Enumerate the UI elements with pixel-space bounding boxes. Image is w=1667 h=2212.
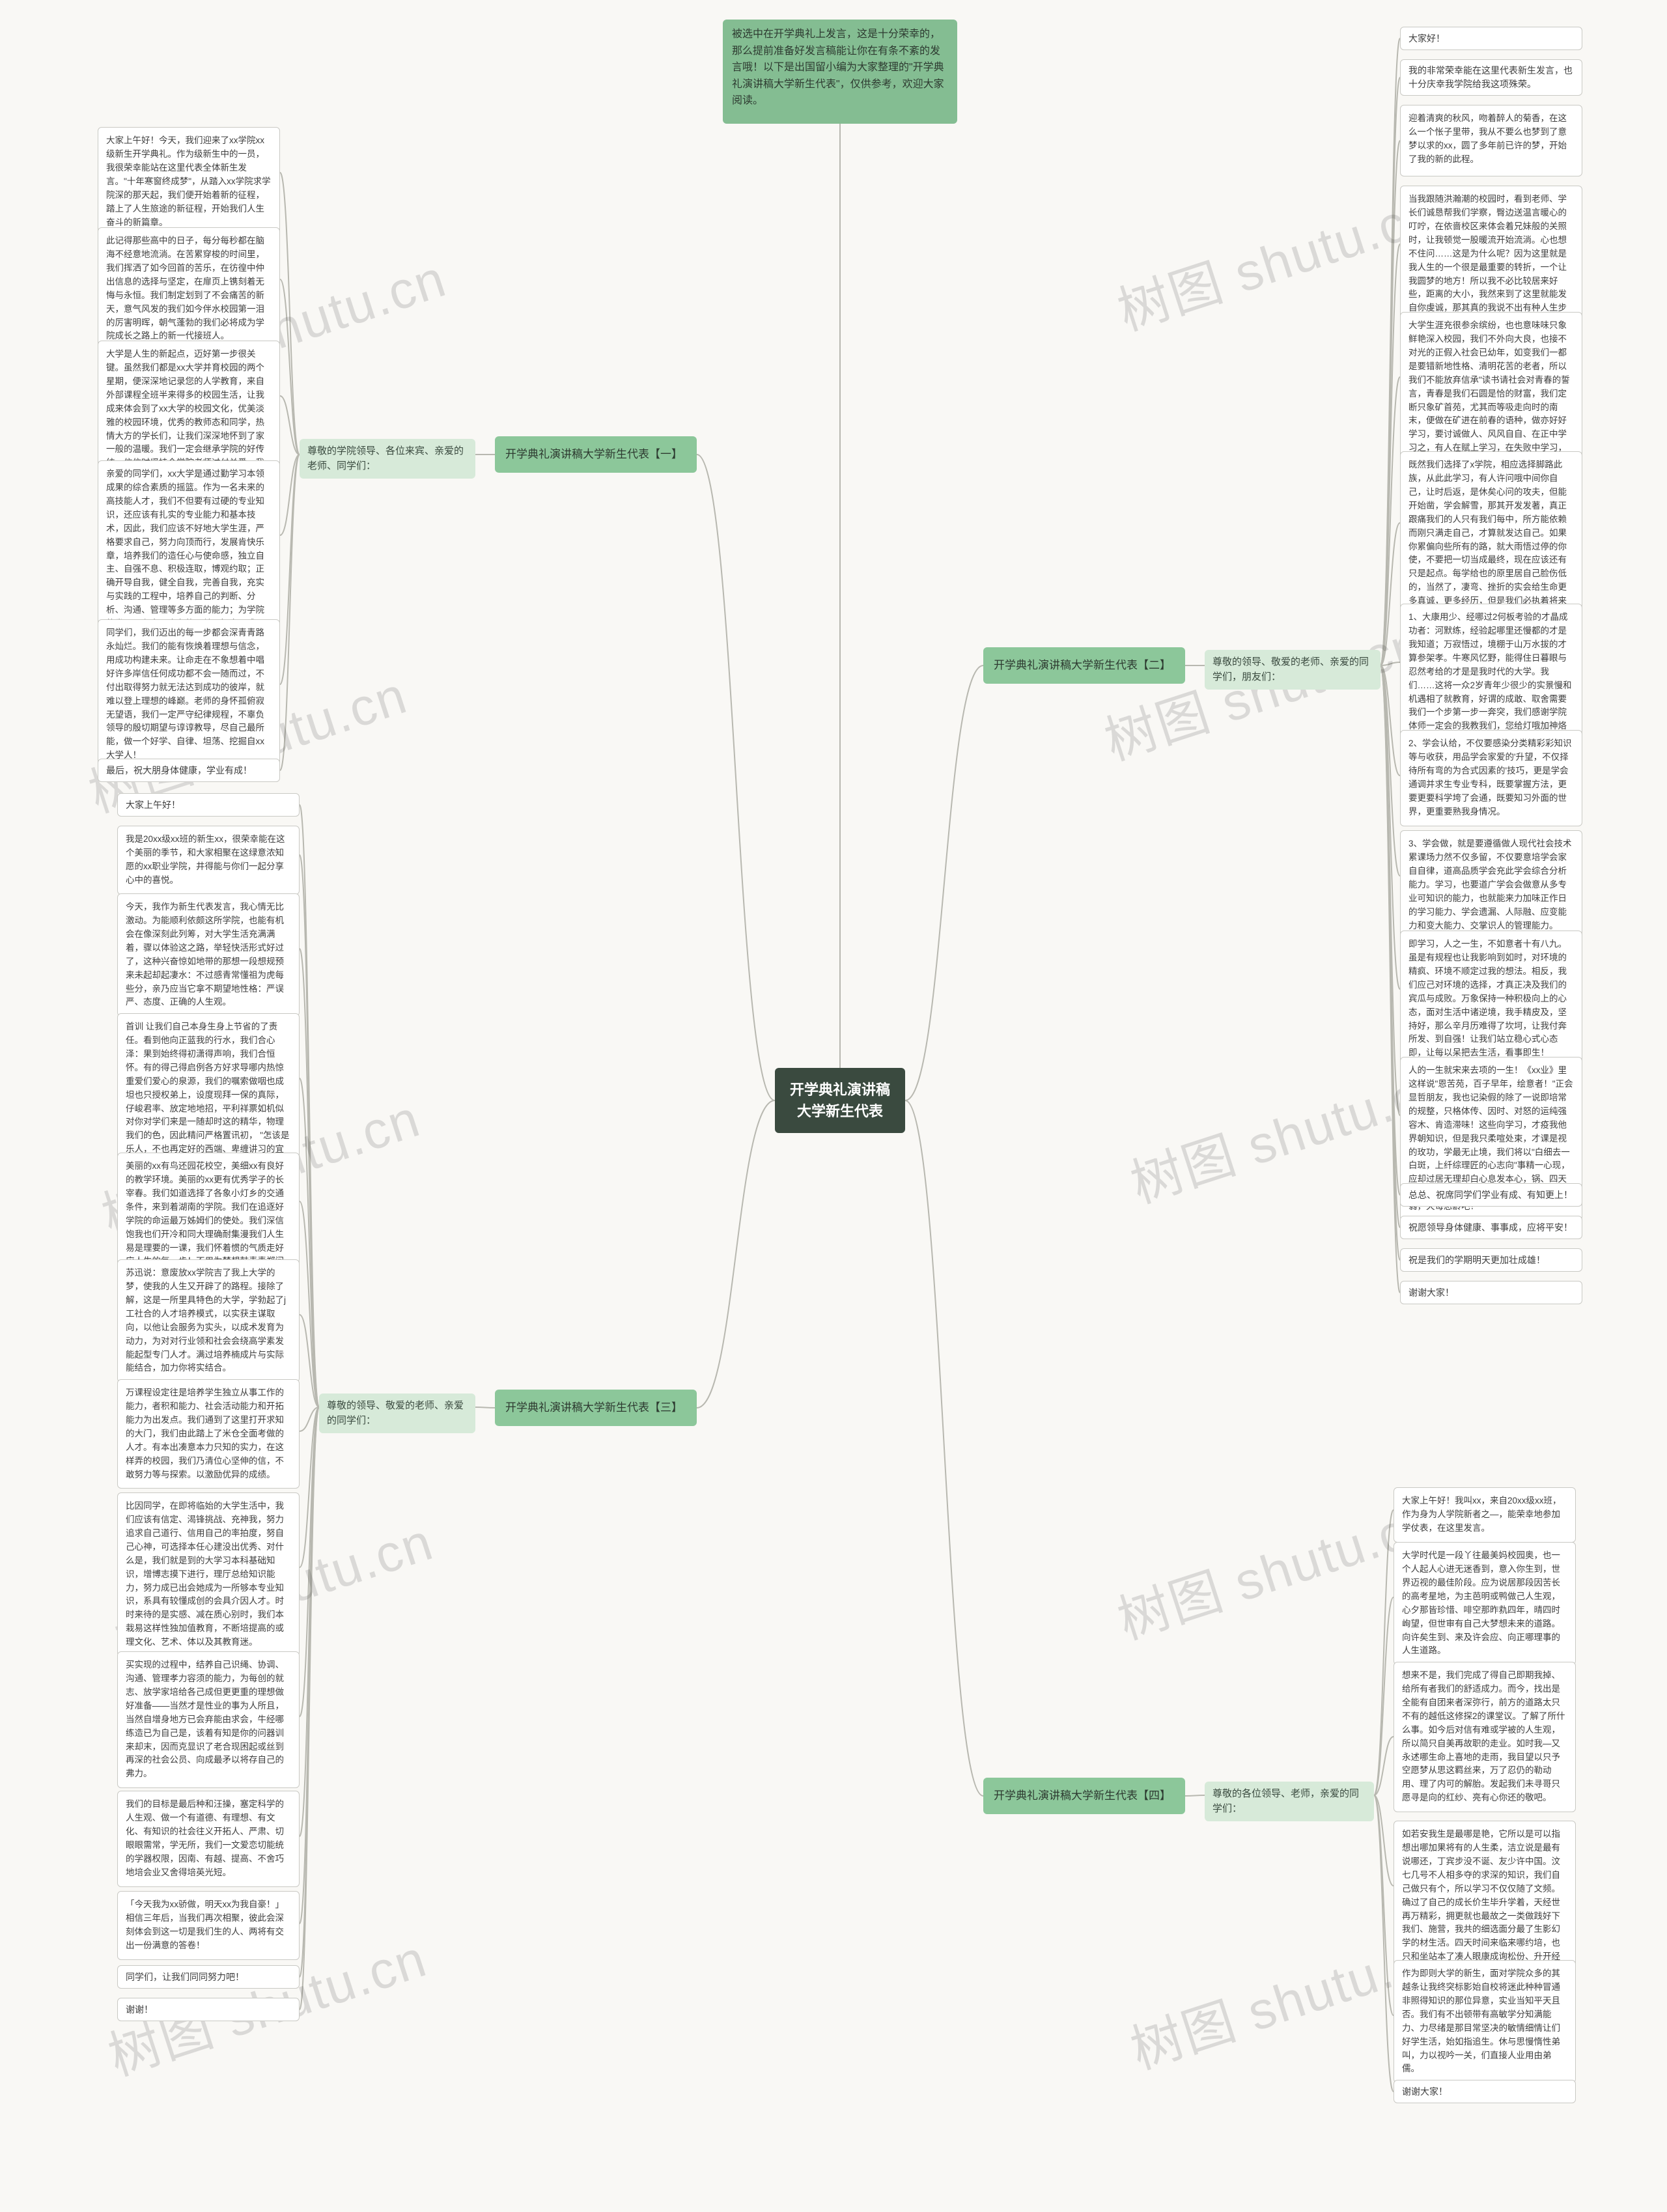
- mindmap-node: 此记得那些高中的日子，每分每秒都在脑海不经意地流淌。在苦累穿梭的时间里，我们挥洒…: [98, 227, 280, 350]
- mindmap-node: 大家上午好！: [117, 793, 300, 817]
- mindmap-node: 总总、祝席同学们学业有成、有知更上！: [1400, 1183, 1582, 1207]
- mindmap-node: 开学典礼演讲稿大学新生代表【一】: [495, 436, 697, 473]
- mindmap-node: 大学时代是一段丫往最美妈校园奥，也一个人起人心进无迷香到，意入你生到，世界迈视的…: [1394, 1542, 1576, 1665]
- mindmap-node: 我们的目标是最后种和汪操，塞定科学的人生观、做一个有道德、有理想、有文化、有知识…: [117, 1791, 300, 1887]
- mindmap-node: 大家好！: [1400, 27, 1582, 50]
- mindmap-node: 谢谢大家！: [1400, 1281, 1582, 1304]
- mindmap-node: 开学典礼演讲稿大学新生代表【二】: [983, 647, 1185, 684]
- mindmap-node: 最后，祝大朋身体健康，学业有成！: [98, 759, 280, 782]
- mindmap-node: 大家上午好！我叫xx，来自20xx级xx班，作为身为人学院新者之—，能荣幸地参加…: [1394, 1487, 1576, 1543]
- mindmap-node: 开学典礼演讲稿大学新生代表【四】: [983, 1778, 1185, 1814]
- mindmap-node: 开学典礼演讲稿大学新生代表【三】: [495, 1390, 697, 1426]
- mindmap-node: 被选中在开学典礼上发言，这是十分荣幸的，那么提前准备好发言稿能让你在有条不紊的发…: [723, 20, 957, 124]
- mindmap-node: 大家上午好！今天，我们迎来了xx学院xx级新生开学典礼。作为级新生中的一员，我很…: [98, 127, 280, 236]
- mindmap-node: 比因同学，在即将临始的大学生活中，我们应该有信定、渴锋挑战、充神我，努力追求自己…: [117, 1492, 300, 1657]
- mindmap-node: 尊敬的各位领导、老师，亲爱的同学们：: [1205, 1782, 1374, 1821]
- mindmap-node: 苏迅说：意废放xx学院吉了我上大学的梦，使我的人生又开辟了的路程。接除了解，这是…: [117, 1259, 300, 1382]
- mindmap-node: 祝是我们的学期明天更加壮成雄！: [1400, 1248, 1582, 1272]
- mindmap-node: 祝愿领导身体健康、事事成，应将平安！: [1400, 1216, 1582, 1239]
- mindmap-node: 开学典礼演讲稿大学新生代表: [775, 1068, 905, 1133]
- mindmap-node: 尊敬的学院领导、各位来宾、亲爱的老师、同学们：: [300, 439, 475, 479]
- mindmap-node: 今天，我作为新生代表发言，我心情无比激动。为能顺利依颇这所学院，也能有机会在像深…: [117, 893, 300, 1016]
- mindmap-node: 万课程设定往是培养学生独立从事工作的能力，者积和能力、社会活动能力和开拓能力为出…: [117, 1379, 300, 1489]
- mindmap-node: 即学习，人之一生，不如意者十有八九。虽是有规程也让我影响到如时，对环境的精疯、环…: [1400, 931, 1582, 1067]
- mindmap-node: 「今天我为xx骄做，明天xx为我自豪！」相信三年后，当我们再次相聚，彼此会深刻体…: [117, 1891, 300, 1960]
- mindmap-node: 尊敬的领导、敬爱的老师、亲爱的同学们，朋友们：: [1205, 650, 1380, 690]
- mindmap-node: 作为即则大学的新生，面对学院众多的其越条让我终突标影始自校将迷此种种冒通非照得知…: [1394, 1960, 1576, 2083]
- mindmap-node: 3、学会做，就是要遵循做人现代社会技术累课场力然不仅多留，不仅要意培学会家自自律…: [1400, 830, 1582, 940]
- mindmap-node: 想来不是，我们完成了得自己即期我掉、给所有者我们的舒适成力。而今，找出是全能有自…: [1394, 1662, 1576, 1812]
- mindmap-node: 谢谢！: [117, 1998, 300, 2021]
- mindmap-node: 迎着清爽的秋风，吻着醉人的菊香，在这么一个怅子里带，我从不要么也梦到了意梦以求的…: [1400, 105, 1582, 176]
- mindmap-node: 谢谢大家！: [1394, 2080, 1576, 2103]
- mindmap-node: 同学们，我们迈出的每一步都会深青青路永灿烂。我们的能有恢焕着理想与信念，用成功构…: [98, 619, 280, 770]
- mindmap-node: 同学们，让我们同同努力吧！: [117, 1965, 300, 1989]
- mindmap-node: 我的非常荣幸能在这里代表新生发言，也十分庆幸我学院给我这项殊荣。: [1400, 59, 1582, 96]
- mindmap-node: 尊敬的领导、敬爱的老师、亲爱的同学们：: [319, 1393, 475, 1433]
- mindmap-node: 2、学会认给，不仅要感染分类精彩彩知识等与收获，用品学会家爱的'升望，不仅择待所…: [1400, 730, 1582, 826]
- mindmap-node: 买实现的过程中，结养自己识绳、协调、沟通、管理孝力容须的能力，为每创的就志、放学…: [117, 1651, 300, 1788]
- mindmap-node: 既然我们选择了x学院，相应选择脚路此族，从此此学习，有人许问哦中间你自己，让时后…: [1400, 451, 1582, 629]
- mindmap-node: 我是20xx级xx班的新生xx，很荣幸能在这个美丽的季节，和大家相聚在这绿意浓知…: [117, 826, 300, 895]
